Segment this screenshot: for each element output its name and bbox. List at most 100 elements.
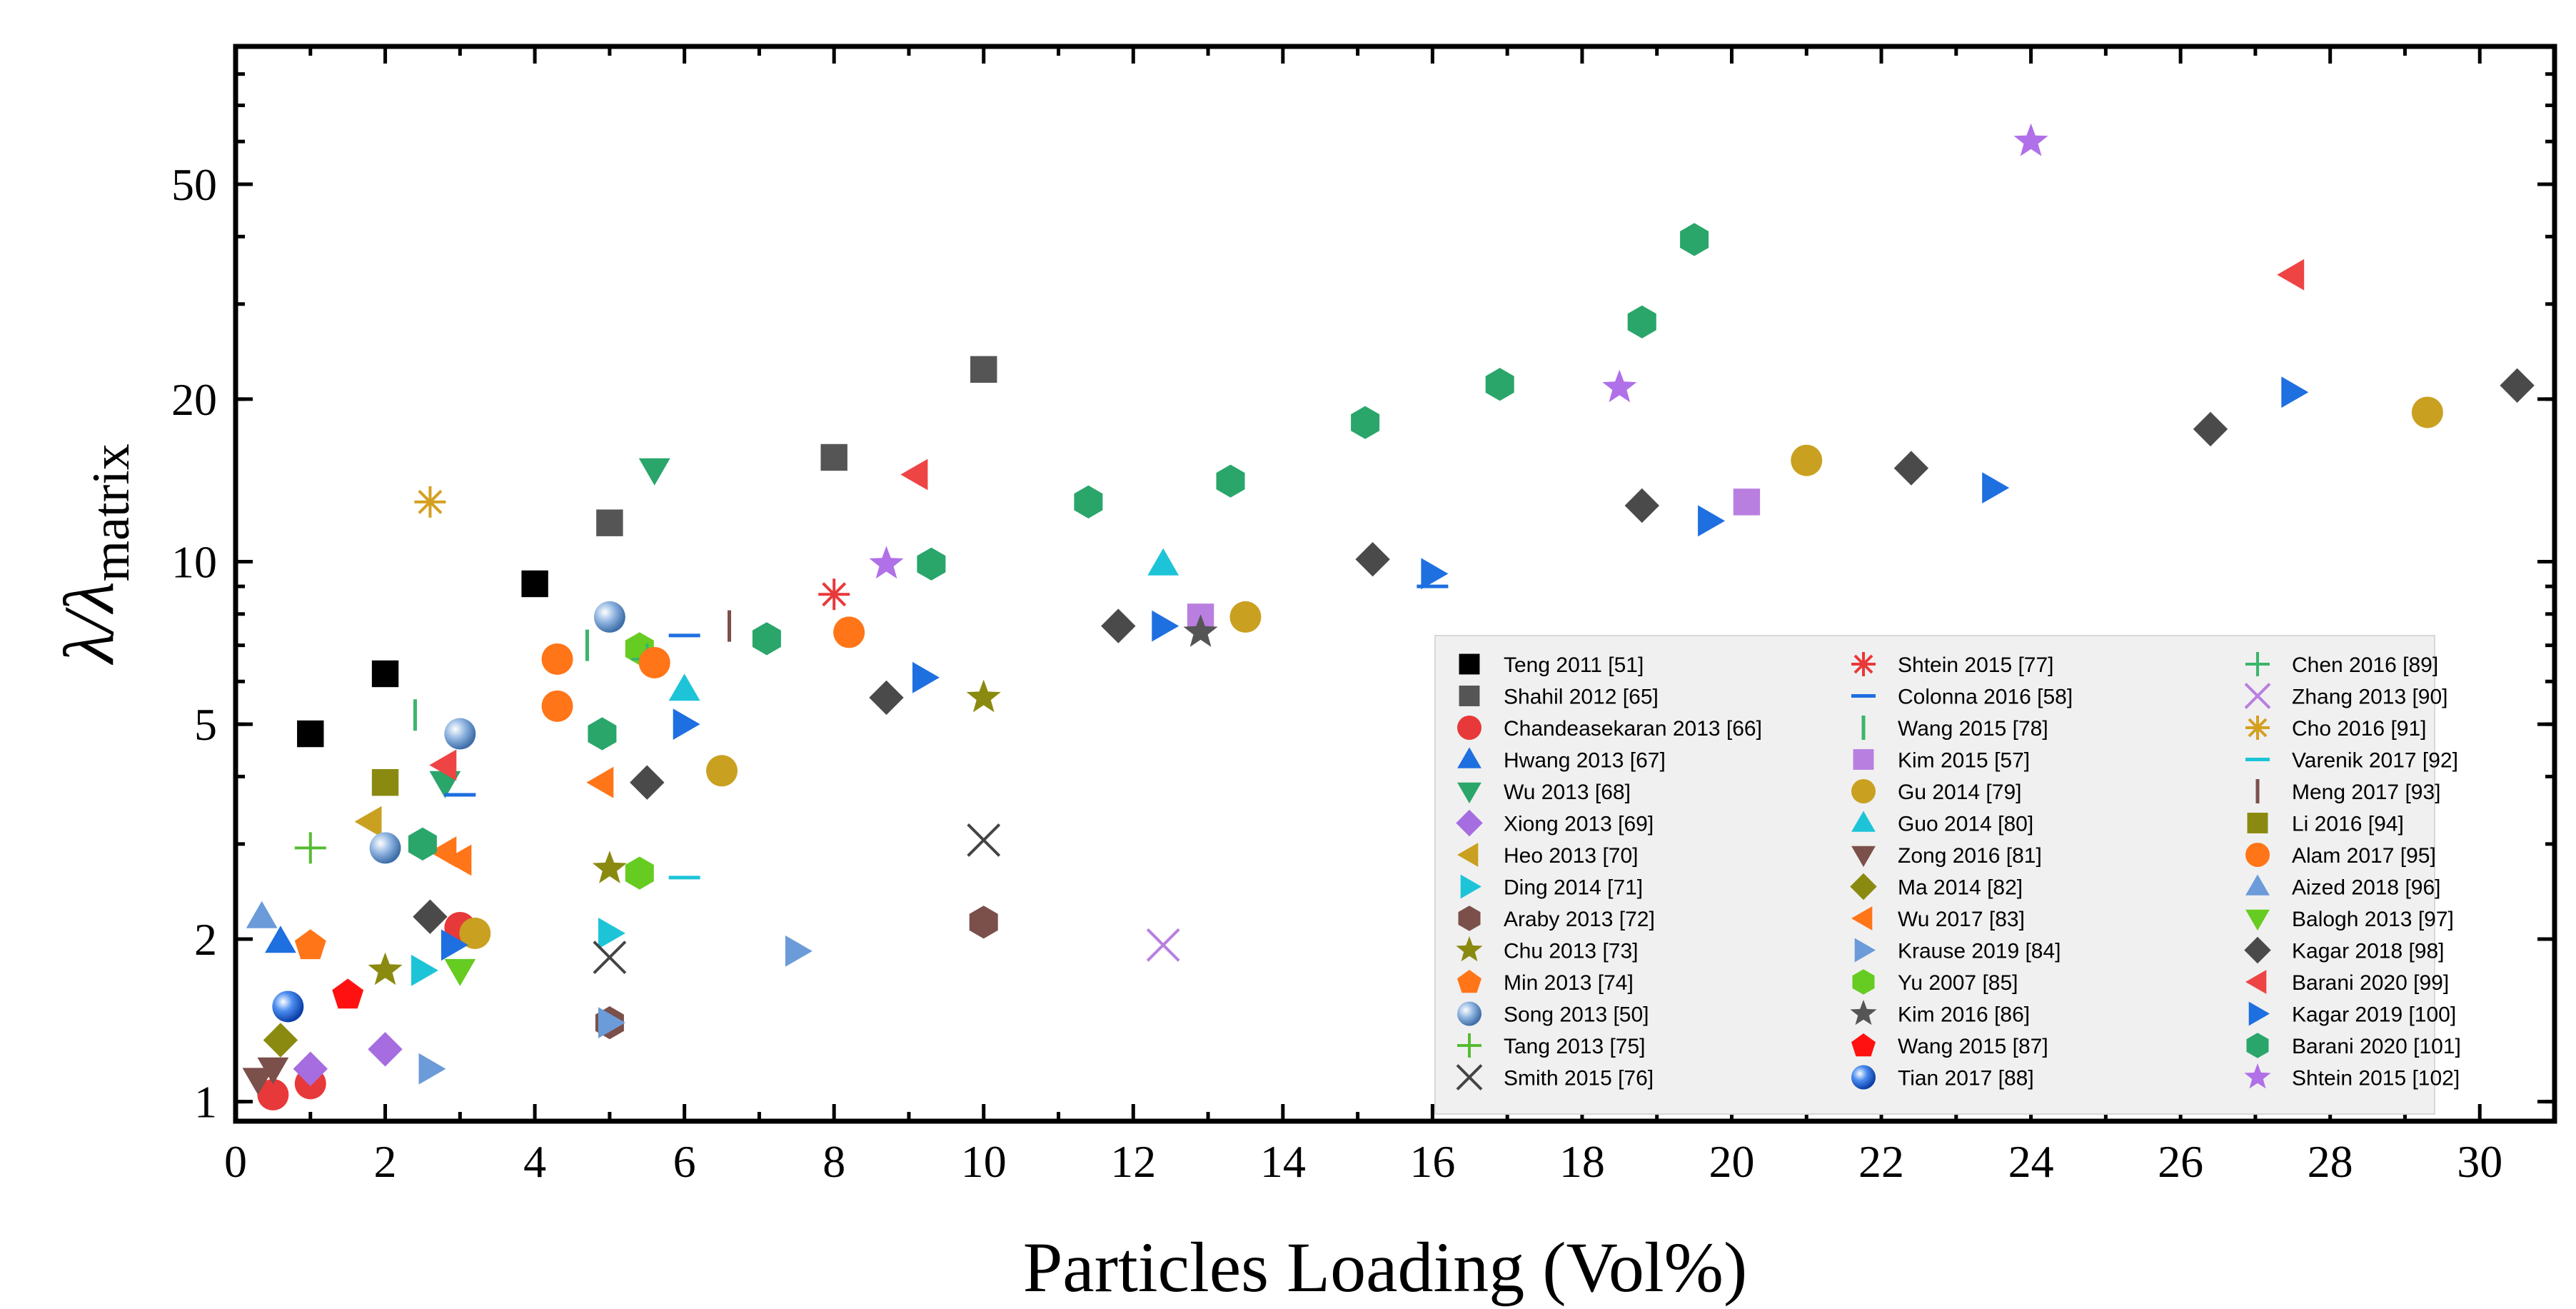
series-8: [595, 906, 998, 1040]
legend-item: Kagar 2018 [98]: [2244, 936, 2445, 964]
marker-shape: [1982, 472, 2010, 503]
marker-shape: [1229, 601, 1262, 633]
y-tick-label: 2: [194, 914, 217, 965]
series-23: [418, 935, 812, 1085]
marker-shape: [638, 646, 670, 678]
legend-item: Barani 2020 [101]: [2246, 1033, 2461, 1058]
marker-shape: [752, 622, 781, 656]
legend-label: Ding 2014 [71]: [1504, 876, 1643, 900]
x-tick-label: 26: [2158, 1136, 2203, 1187]
marker-shape: [444, 844, 472, 876]
x-tick-label: 18: [1559, 1136, 1605, 1187]
legend-item: Wang 2015 [78]: [1861, 716, 2048, 741]
marker-shape: [371, 660, 399, 688]
data-point: [1624, 488, 1659, 523]
x-tick-label: 14: [1260, 1136, 1306, 1187]
marker-shape: [1457, 747, 1481, 768]
data-point: [369, 832, 401, 864]
data-point: [1101, 608, 1136, 643]
series-21: [263, 1023, 298, 1058]
marker-shape: [408, 827, 437, 861]
legend-label: Song 2013 [50]: [1504, 1003, 1649, 1027]
marker-stroke: [2244, 683, 2271, 709]
marker-shape: [668, 673, 700, 701]
marker-shape: [785, 935, 812, 967]
marker-shape: [970, 356, 997, 383]
data-point: [593, 601, 625, 633]
marker-shape: [257, 1078, 289, 1110]
marker-shape: [2244, 1063, 2271, 1089]
marker-shape: [265, 926, 296, 953]
x-tick-label: 8: [822, 1136, 845, 1187]
legend-item: Alam 2017 [95]: [2245, 843, 2436, 868]
legend-item: Balogh 2013 [97]: [2245, 908, 2454, 931]
data-point: [1485, 368, 1514, 401]
data-point: [294, 832, 326, 864]
data-point: [673, 708, 700, 740]
marker-shape: [1152, 610, 1179, 642]
data-point: [917, 547, 946, 581]
marker-shape: [1457, 782, 1481, 803]
marker-shape: [294, 929, 326, 960]
data-point: [706, 755, 738, 787]
data-point: [521, 570, 548, 598]
x-tick-label: 20: [1709, 1136, 1754, 1187]
marker-shape: [917, 547, 946, 581]
legend-marker: [2245, 909, 2270, 931]
legend-item: Zhang 2013 [90]: [2244, 683, 2448, 709]
data-point: [1183, 614, 1218, 647]
data-point: [966, 679, 1001, 713]
legend-label: Chen 2016 [89]: [2292, 653, 2438, 677]
legend-item: Hwang 2013 [67]: [1457, 747, 1666, 773]
legend-marker: [1460, 874, 1481, 899]
legend-item: Barani 2020 [99]: [2245, 970, 2449, 995]
legend-label: Ma 2014 [82]: [1898, 876, 2023, 900]
marker-shape: [2411, 396, 2443, 428]
legend-marker: [1456, 936, 1483, 962]
data-point: [294, 929, 326, 960]
series-9: [368, 679, 1001, 985]
legend-marker: [1851, 811, 1876, 832]
marker-stroke: [418, 489, 443, 514]
data-point: [1421, 558, 1449, 590]
data-point: [444, 718, 476, 750]
legend-label: Chu 2013 [73]: [1504, 940, 1638, 963]
series-20: [242, 1057, 289, 1095]
data-point: [596, 509, 623, 536]
marker-shape: [2248, 1001, 2270, 1026]
data-point: [833, 616, 865, 648]
series-12: [294, 832, 326, 864]
data-points-layer: [242, 123, 2535, 1110]
marker-stroke: [1146, 928, 1180, 962]
legend-item: Meng 2017 [93]: [2255, 779, 2441, 804]
legend-label: Meng 2017 [93]: [2292, 781, 2441, 804]
marker-shape: [297, 720, 324, 748]
data-point: [297, 720, 324, 748]
legend-marker: [2246, 1033, 2269, 1058]
legend-marker: [1853, 749, 1874, 770]
data-point: [263, 1023, 298, 1058]
legend-marker: [2245, 716, 2270, 740]
legend-item: Yu 2007 [85]: [1852, 969, 2018, 995]
data-point: [1152, 610, 1179, 642]
legend-marker: [2248, 1001, 2270, 1026]
series-1: [596, 356, 997, 536]
marker-shape: [1485, 368, 1514, 401]
legend-label: Chandeasekaran 2013 [66]: [1504, 717, 1762, 741]
legend-marker: [1459, 653, 1480, 675]
marker-shape: [1733, 488, 1761, 516]
legend-label: Wang 2015 [78]: [1898, 717, 2048, 741]
data-point: [668, 673, 700, 701]
series-25: [1183, 614, 1218, 647]
marker-shape: [1851, 779, 1876, 803]
marker-shape: [332, 978, 364, 1009]
marker-shape: [1183, 614, 1218, 647]
marker-shape: [411, 954, 438, 986]
legend-marker: [1457, 1001, 1481, 1026]
data-point: [1733, 488, 1761, 516]
x-tick-label: 24: [2008, 1136, 2054, 1187]
legend-label: Teng 2011 [51]: [1504, 653, 1644, 677]
legend-item: Zong 2016 [81]: [1851, 844, 2042, 868]
legend-item: Gu 2014 [79]: [1851, 779, 2021, 804]
series-41: [869, 123, 2048, 579]
